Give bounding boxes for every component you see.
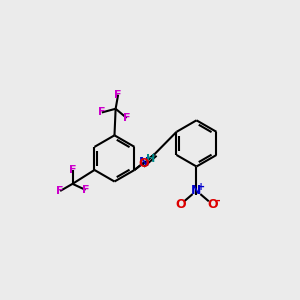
Text: F: F — [123, 113, 130, 123]
Text: N: N — [139, 156, 149, 169]
Text: O: O — [207, 198, 218, 211]
Text: O: O — [175, 198, 186, 211]
Text: F: F — [98, 107, 106, 118]
Text: H: H — [146, 154, 155, 164]
Text: +: + — [196, 182, 205, 192]
Text: F: F — [114, 90, 122, 100]
Text: N: N — [191, 184, 202, 197]
Text: O: O — [138, 157, 149, 170]
Text: F: F — [56, 186, 64, 196]
Text: F: F — [69, 164, 76, 175]
Text: -: - — [215, 196, 220, 206]
Text: F: F — [82, 185, 89, 195]
